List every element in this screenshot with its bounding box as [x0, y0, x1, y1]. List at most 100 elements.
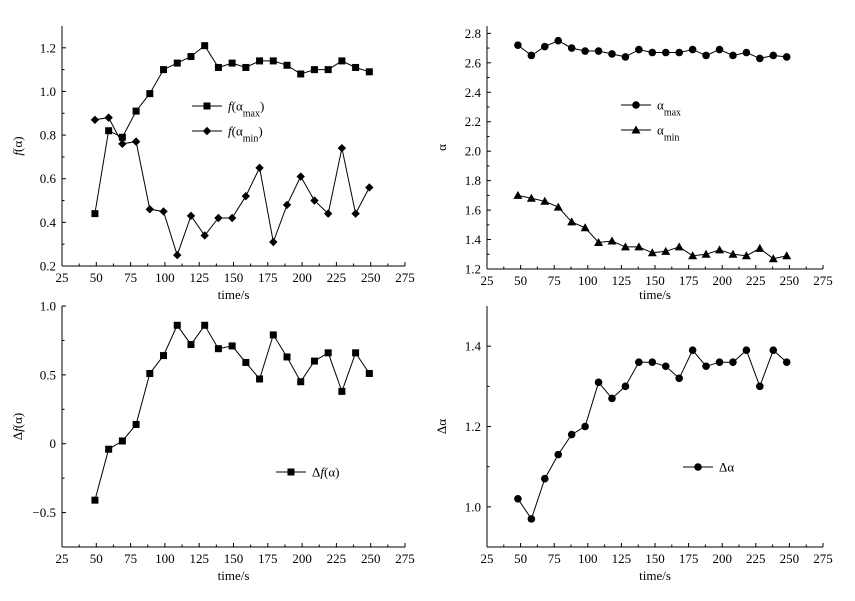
tl-xlabel: time/s	[218, 287, 250, 302]
tr-series-0-point	[594, 47, 603, 55]
tr-series-1-point	[620, 242, 630, 251]
tl-series-1-point	[310, 196, 319, 205]
tr-series-0-point	[742, 48, 751, 57]
tr-x-tick-label: 150	[645, 273, 665, 288]
tl-x-tick-label: 225	[327, 270, 347, 285]
bl-legend-marker-0	[287, 468, 295, 476]
br-y-tick-label: 1.2	[465, 419, 481, 434]
tl-series-1-point	[337, 143, 347, 153]
tr-series-1-point	[647, 248, 657, 257]
tr-series-0-point	[675, 48, 683, 57]
tl-series-1-point	[269, 237, 278, 247]
bl-series-0-point	[146, 369, 154, 377]
br-series-0-point	[514, 495, 522, 503]
tl-y-tick-label: 0.8	[40, 128, 56, 143]
tr-xlabel: time/s	[639, 287, 671, 302]
bl-x-tick-label: 250	[361, 551, 381, 566]
chart-tr: 25 50 75 100 125 150 175 200 225 250 275 1.2 1.4 1.6 1…	[434, 26, 833, 302]
tr-series-0-point	[514, 41, 522, 49]
br-series-0-point	[742, 346, 751, 354]
br-series-0-point	[688, 346, 697, 354]
bl-x-tick-label: 150	[224, 551, 244, 566]
tl-series-1-point	[131, 137, 141, 146]
tl-series-0-point	[352, 63, 360, 71]
tl-x-tick-label: 100	[155, 270, 175, 285]
tr-series-1-point	[634, 242, 644, 251]
tr-series-0-point	[648, 48, 657, 57]
tl-series-0-point	[214, 63, 222, 71]
br-series-0	[514, 346, 791, 523]
tl-series-0-point	[324, 66, 332, 74]
tl-series-0-point	[338, 57, 346, 65]
tl-x-tick-label: 75	[124, 270, 137, 285]
tr-legend-marker-0	[632, 101, 640, 109]
chart-br: 25 50 75 100 125 150 175 200 225 250 275 1.0 1.2 1.4 t…	[434, 306, 833, 583]
br-series-0-point	[621, 382, 630, 391]
bl-series-0-point	[310, 357, 318, 365]
tr-x-tick-label: 50	[514, 273, 527, 288]
tl-series-0-point	[310, 66, 318, 74]
bl-x-tick-label: 75	[124, 551, 137, 566]
br-legend-label-0: Δα	[719, 460, 734, 475]
tl-y-tick-label: 0.2	[40, 259, 56, 274]
tr-series-1-point	[728, 249, 738, 258]
tl-series-0-point	[132, 107, 140, 115]
tr-series-1-point	[594, 237, 604, 246]
tr-series-0-point	[608, 50, 616, 58]
br-series-0-point	[540, 474, 549, 483]
tr-series-0-point	[769, 51, 778, 60]
bl-series-0-point	[365, 369, 373, 377]
tl-x-tick-label: 175	[258, 270, 278, 285]
tl-series-1-point	[255, 163, 264, 173]
bl-x-tick-label: 175	[258, 551, 278, 566]
chart-tl: 25 50 75 100 125 150 175 200 225 250 275 0.2 0.4 0.6 0…	[10, 26, 415, 302]
tr-series-1-point	[674, 242, 684, 251]
tr-series-1-point	[540, 196, 550, 205]
tr-series-0-point	[621, 53, 630, 61]
bl-series-0-point	[297, 378, 305, 386]
br-series-0-point	[554, 450, 563, 459]
tr-series-0-point	[729, 51, 737, 60]
bl-series-0-point	[201, 321, 209, 329]
tr-series-1-point	[661, 246, 671, 255]
tl-y-tick-label: 1.0	[40, 84, 56, 99]
br-series-0-point	[756, 382, 764, 391]
tr-y-tick-label: 2.2	[465, 114, 481, 129]
tr-series-1-point	[567, 217, 577, 226]
bl-ylabel: Δf(α)	[10, 413, 25, 440]
tl-series-1-point	[173, 250, 182, 260]
br-series-0-point	[675, 374, 683, 383]
tl-legend-label-1: f(αmin)	[228, 124, 263, 145]
bl-x-tick-label: 100	[155, 551, 175, 566]
tl-series-1-point	[186, 211, 196, 221]
bl-series-0-point	[256, 375, 264, 383]
bl-y-tick-label: −0.5	[32, 505, 56, 520]
tl-legend-marker-1	[202, 126, 212, 136]
tr-x-tick-label: 225	[746, 273, 766, 288]
tr-series-1-point	[715, 245, 725, 254]
br-x-tick-label: 225	[746, 551, 766, 566]
tl-ylabel: f(α)	[10, 136, 25, 155]
tl-series-1-point	[241, 191, 251, 201]
br-series-0-point	[782, 358, 791, 367]
br-x-tick-label: 100	[578, 551, 598, 566]
tl-series-1-point	[351, 209, 360, 218]
tr-y-tick-label: 1.6	[465, 203, 482, 218]
br-series-0-point	[648, 358, 657, 367]
tl-x-tick-label: 125	[189, 270, 209, 285]
tr-series-1-point	[580, 223, 590, 232]
br-x-tick-label: 200	[712, 551, 732, 566]
br-ylabel: Δα	[434, 419, 449, 434]
tl-series-0-point	[365, 68, 373, 76]
tl-series-1-point	[214, 213, 223, 223]
tr-y-tick-label: 2.0	[465, 144, 481, 159]
bl-series-0-point	[132, 420, 140, 428]
tl-series-1-point	[104, 113, 113, 122]
bl-y-tick-label: 0	[50, 436, 57, 451]
tr-series-1-point	[741, 251, 751, 260]
br-x-tick-label: 250	[780, 551, 800, 566]
bl-series-0	[91, 321, 373, 504]
tl-x-tick-label: 25	[56, 270, 69, 285]
tr-series-1-point	[513, 190, 523, 199]
